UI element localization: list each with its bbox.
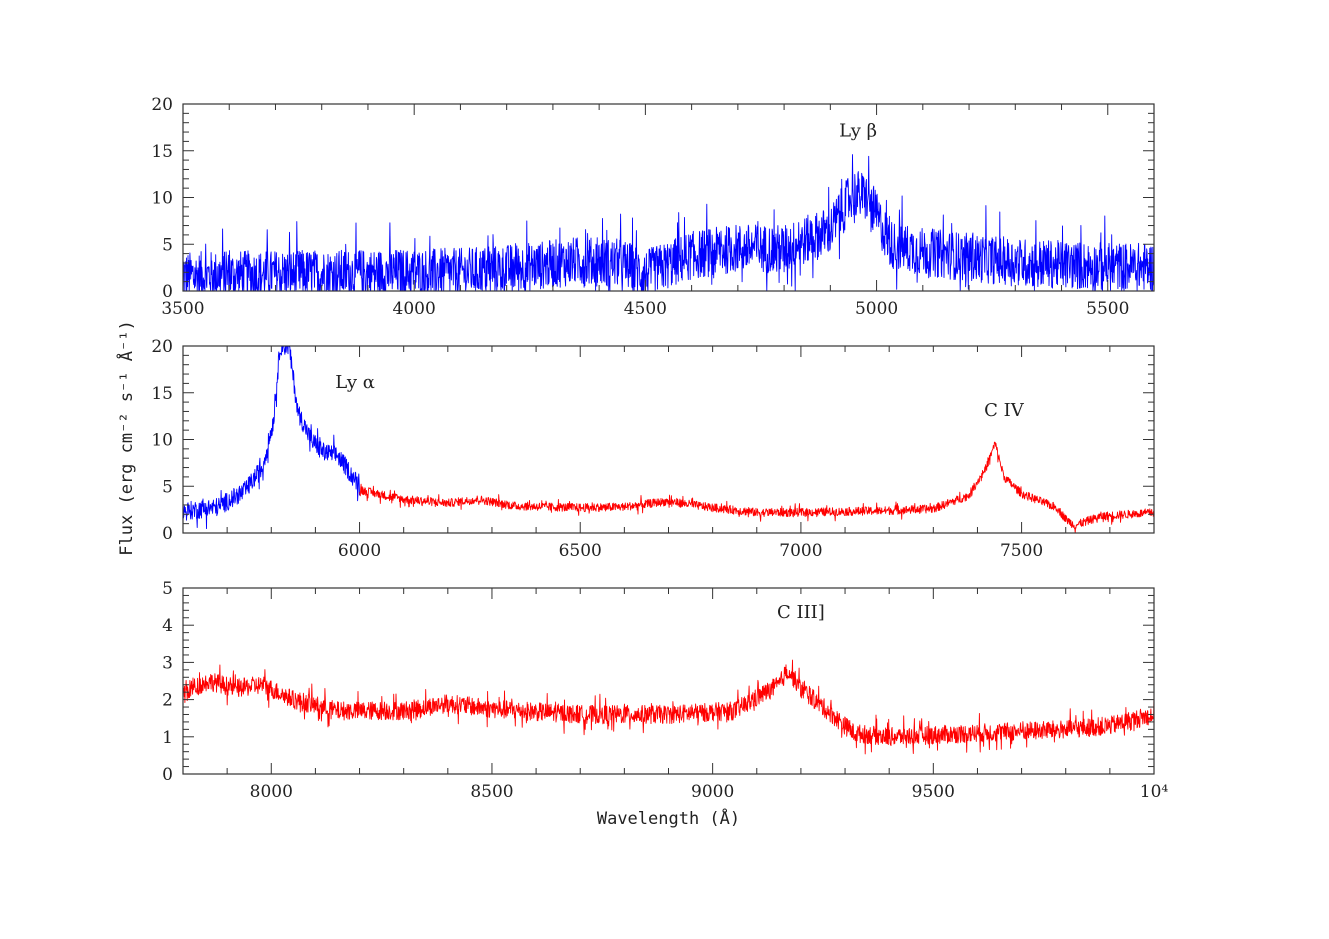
y-tick-label: 20 — [151, 95, 173, 115]
x-tick-label: 9000 — [691, 782, 734, 802]
x-tick-label: 6000 — [338, 541, 381, 561]
spectrum-series-1 — [183, 346, 360, 530]
emission-line-label: C IV — [984, 400, 1025, 421]
y-tick-label: 5 — [162, 477, 173, 497]
panel-3: 8000 8500 9000 9500 10⁴ 0 1 2 3 4 5 C III] Wavelengt… — [162, 579, 1168, 829]
y-tick-label: 15 — [151, 142, 173, 162]
emission-line-label: Ly α — [335, 372, 375, 393]
x-tick-label: 9500 — [912, 782, 955, 802]
y-tick-label: 0 — [162, 282, 173, 302]
x-tick-label: 8000 — [250, 782, 293, 802]
x-tick-label: 7500 — [1000, 541, 1043, 561]
y-tick-label: 3 — [162, 653, 173, 673]
y-tick-label: 5 — [162, 235, 173, 255]
x-tick-label: 5500 — [1086, 299, 1129, 319]
y-tick-label: 20 — [151, 337, 173, 357]
x-tick-label: 7000 — [779, 541, 822, 561]
panel-2: 6000 6500 7000 7500 0 5 10 15 20 Ly α C IV — [151, 337, 1155, 561]
y-tick-label: 5 — [162, 579, 173, 599]
y-tick-label: 10 — [151, 431, 173, 451]
emission-line-label: Ly β — [839, 121, 877, 142]
x-tick-label: 3500 — [161, 299, 204, 319]
x-tick-label: 10⁴ — [1140, 782, 1169, 802]
y-tick-label: 15 — [151, 384, 173, 404]
x-tick-label: 5000 — [855, 299, 898, 319]
x-tick-label: 4000 — [393, 299, 436, 319]
y-tick-label: 0 — [162, 765, 173, 785]
y-tick-label: 10 — [151, 189, 173, 209]
x-axis-title: Wavelength (Å) — [597, 807, 740, 829]
x-tick-label: 8500 — [470, 782, 513, 802]
spectrum-series-1 — [183, 154, 1154, 291]
y-tick-label: 2 — [162, 691, 173, 711]
spectrum-series-1 — [183, 659, 1154, 755]
x-tick-label: 6500 — [559, 541, 602, 561]
y-tick-label: 4 — [162, 616, 173, 636]
y-axis-title: Flux (erg cm⁻² s⁻¹ Å⁻¹) — [115, 320, 137, 555]
x-tick-label: 4500 — [624, 299, 667, 319]
panel-1: 3500 4000 4500 5000 5500 0 5 10 15 20 Ly β — [151, 95, 1155, 319]
y-tick-label: 1 — [162, 728, 173, 748]
y-tick-label: 0 — [162, 524, 173, 544]
emission-line-label: C III] — [777, 602, 825, 623]
spectrum-series-2 — [359, 441, 1154, 533]
